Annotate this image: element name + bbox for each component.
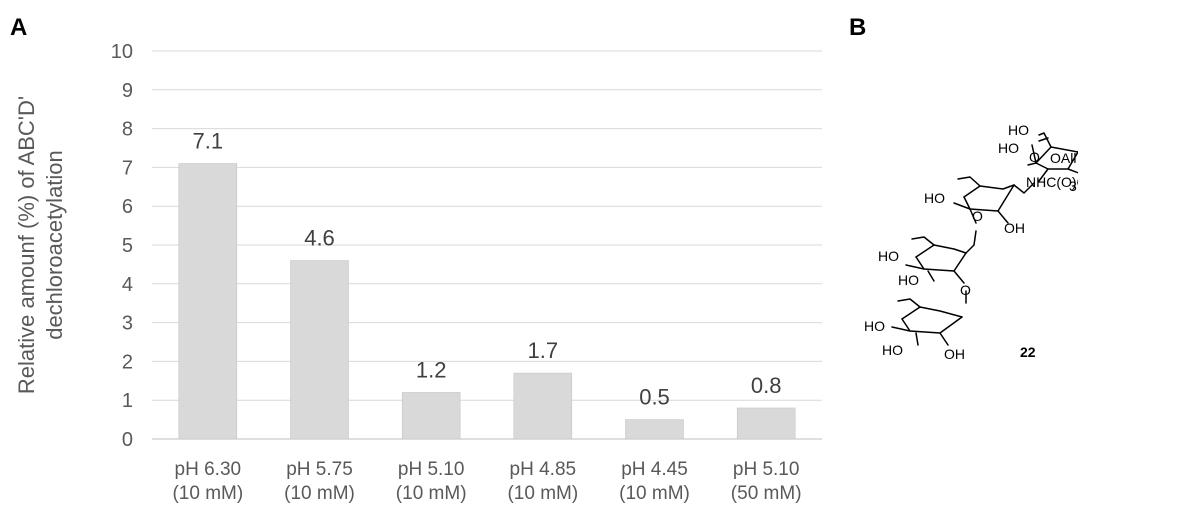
y-tick-label: 7 xyxy=(122,157,133,179)
data-label: 1.7 xyxy=(528,338,559,363)
y-axis-label-line-2: dechloroacetylation xyxy=(42,150,67,340)
x-tick-label: (10 mM) xyxy=(507,483,578,504)
x-tick-label: (10 mM) xyxy=(619,483,690,504)
x-tick-label: pH 5.10 xyxy=(733,459,800,480)
bar-chart: 0 1 2 3 4 5 6 7 8 9 10 pH 6.30 (10 mM) pH 5.75 (10 mM… xyxy=(111,41,822,504)
panel-label-a: A xyxy=(10,14,28,41)
structure-label-ho-6: HO xyxy=(864,318,885,334)
y-tick-label: 6 xyxy=(122,196,133,218)
grid-lines xyxy=(152,50,822,440)
x-tick-label: (10 mM) xyxy=(396,483,467,504)
y-tick-label: 1 xyxy=(122,390,133,412)
bar xyxy=(513,372,573,440)
y-tick-label: 4 xyxy=(122,274,133,296)
structure-label-ho-4: HO xyxy=(878,248,899,264)
x-tick-label: pH 4.45 xyxy=(621,459,688,480)
data-label: 4.6 xyxy=(304,226,335,251)
structure-label-o-link-1: O xyxy=(1029,149,1040,165)
compound-number: 22 xyxy=(1020,344,1036,360)
structure-label-oh-2: OH xyxy=(944,346,965,362)
structure-label-oall: OAll xyxy=(1050,150,1076,166)
y-tick-label: 2 xyxy=(122,351,133,373)
structure-label-ho-2: HO xyxy=(998,140,1019,156)
structure-label-ho-7: HO xyxy=(882,342,903,358)
data-labels: 7.1 4.6 1.2 1.7 0.5 0.8 xyxy=(193,129,782,410)
y-tick-label: 9 xyxy=(122,80,133,102)
structure-label-ho-5: HO xyxy=(898,272,919,288)
structure-label-ho-1: HO xyxy=(1008,122,1029,138)
bars xyxy=(178,163,796,440)
data-label: 7.1 xyxy=(193,129,224,154)
structure-label-subscript-3: 3 xyxy=(1069,178,1077,194)
data-label: 1.2 xyxy=(416,357,447,382)
x-tick-label: (10 mM) xyxy=(172,483,243,504)
x-tick-label: pH 6.30 xyxy=(175,459,242,480)
x-tick-label: pH 4.85 xyxy=(510,459,577,480)
y-axis-label: Relative amounf (%) of ABC'D' dechloroac… xyxy=(6,40,76,450)
structure-label-o-link-3: O xyxy=(960,282,971,298)
structure-label-oh-1: OH xyxy=(1004,220,1025,236)
y-tick-label: 8 xyxy=(122,119,133,141)
x-tick-label: (50 mM) xyxy=(731,483,802,504)
x-tick-label: pH 5.75 xyxy=(286,459,353,480)
y-tick-label: 0 xyxy=(122,429,133,451)
bar xyxy=(178,163,238,440)
x-tick-label: pH 5.10 xyxy=(398,459,465,480)
y-tick-label: 3 xyxy=(122,313,133,335)
x-tick-label: (10 mM) xyxy=(284,483,355,504)
structure-label-ho-3: HO xyxy=(924,190,945,206)
chemical-structure: HO HO O OAll NHC(O)CCl 3 HO O OH HO HO O… xyxy=(864,122,1078,362)
bar xyxy=(290,260,349,440)
x-tick-labels: pH 6.30 (10 mM) pH 5.75 (10 mM) pH 5.10 (10 m… xyxy=(172,459,801,504)
data-label: 0.5 xyxy=(639,385,670,410)
bar xyxy=(736,407,796,440)
y-tick-labels: 0 1 2 3 4 5 6 7 8 9 10 xyxy=(111,41,133,451)
data-label: 0.8 xyxy=(751,373,782,398)
y-tick-label: 10 xyxy=(111,41,133,63)
y-tick-label: 5 xyxy=(122,235,133,257)
structure-label-nh: NHC(O)CCl xyxy=(1026,174,1078,190)
structure-label-o-link-2: O xyxy=(972,208,983,224)
bar xyxy=(401,392,461,440)
y-axis-label-line-1: Relative amounf (%) of ABC'D' xyxy=(14,95,39,395)
bar xyxy=(625,419,684,440)
panel-label-b: B xyxy=(849,14,867,41)
